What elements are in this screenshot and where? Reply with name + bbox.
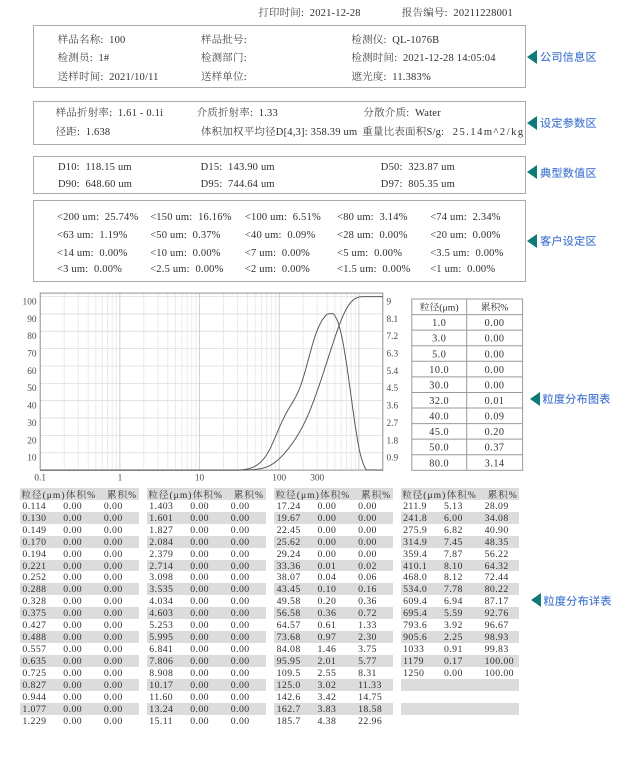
svg-text:40: 40 xyxy=(27,402,37,412)
svg-text:3.6: 3.6 xyxy=(387,402,399,412)
svg-text:5.4: 5.4 xyxy=(387,367,399,377)
svg-text:7.2: 7.2 xyxy=(387,332,399,342)
svg-text:1.8: 1.8 xyxy=(387,436,399,446)
svg-text:0.00: 0.00 xyxy=(485,380,505,391)
svg-text:80: 80 xyxy=(27,332,37,342)
svg-text:3.0: 3.0 xyxy=(432,334,446,345)
svg-text:0.9: 0.9 xyxy=(387,454,399,464)
svg-text:50: 50 xyxy=(27,384,37,394)
svg-text:45.0: 45.0 xyxy=(429,427,449,438)
svg-text:20: 20 xyxy=(27,436,37,446)
svg-text:0.37: 0.37 xyxy=(485,443,505,454)
svg-text:0.01: 0.01 xyxy=(485,396,505,407)
svg-text:0.00: 0.00 xyxy=(485,349,505,360)
svg-text:60: 60 xyxy=(27,367,37,377)
svg-text:30.0: 30.0 xyxy=(429,380,449,391)
svg-text:6.3: 6.3 xyxy=(387,350,399,360)
svg-text:3.14: 3.14 xyxy=(485,458,505,469)
svg-text:2.7: 2.7 xyxy=(387,419,399,429)
svg-text:粒径(μm): 粒径(μm) xyxy=(420,302,459,314)
svg-text:0.1: 0.1 xyxy=(34,474,46,484)
svg-text:4.5: 4.5 xyxy=(387,384,399,394)
svg-text:1: 1 xyxy=(118,474,123,484)
svg-text:80.0: 80.0 xyxy=(429,458,449,469)
svg-text:30: 30 xyxy=(27,419,37,429)
svg-text:300: 300 xyxy=(310,474,324,484)
svg-text:70: 70 xyxy=(27,350,37,360)
svg-text:10: 10 xyxy=(27,454,37,464)
svg-text:0.00: 0.00 xyxy=(485,365,505,376)
svg-text:0.00: 0.00 xyxy=(485,334,505,345)
svg-text:100: 100 xyxy=(23,298,37,308)
svg-text:0.20: 0.20 xyxy=(485,427,505,438)
svg-text:1.0: 1.0 xyxy=(432,318,446,329)
svg-text:8.1: 8.1 xyxy=(387,315,399,325)
svg-text:0.00: 0.00 xyxy=(485,318,505,329)
svg-text:32.0: 32.0 xyxy=(429,396,449,407)
svg-text:累积%: 累积% xyxy=(481,302,509,314)
svg-text:5.0: 5.0 xyxy=(432,349,446,360)
svg-text:90: 90 xyxy=(27,315,37,325)
svg-text:40.0: 40.0 xyxy=(429,412,449,423)
svg-text:0.09: 0.09 xyxy=(485,412,505,423)
svg-text:9: 9 xyxy=(387,298,392,308)
svg-text:10.0: 10.0 xyxy=(429,365,449,376)
svg-text:10: 10 xyxy=(195,474,205,484)
svg-text:50.0: 50.0 xyxy=(429,443,449,454)
svg-text:100: 100 xyxy=(272,474,286,484)
